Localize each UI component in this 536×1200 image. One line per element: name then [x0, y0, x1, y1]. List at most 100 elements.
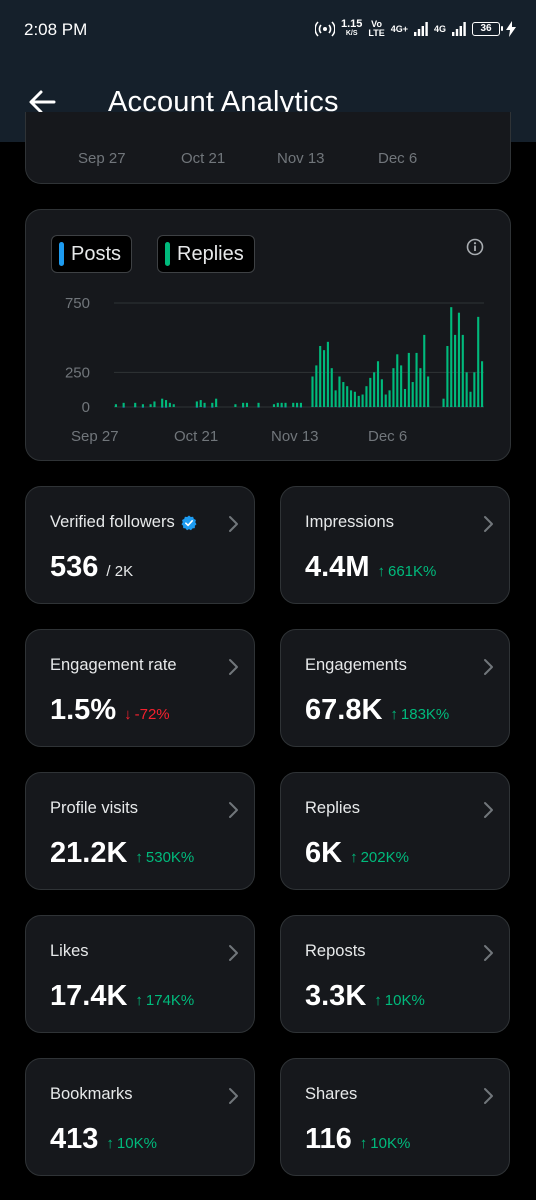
stat-label-text: Likes [50, 942, 89, 960]
status-time: 2:08 PM [24, 20, 88, 39]
x-tick-label: Oct 21 [174, 428, 218, 445]
volte-indicator: Vo LTE [368, 19, 385, 38]
chevron-right-icon [229, 945, 238, 961]
stat-card-replies[interactable]: Replies 6K ↑ 202K% [280, 772, 510, 890]
bar-replies [392, 368, 395, 407]
stat-card-engagement-rate[interactable]: Engagement rate 1.5% ↓ -72% [25, 629, 255, 747]
chevron-right-icon [484, 516, 493, 532]
stat-value-number: 3.3K [305, 980, 367, 1012]
bar-replies [326, 341, 329, 407]
stat-card-likes[interactable]: Likes 17.4K ↑ 174K% [25, 915, 255, 1033]
bar-posts [203, 406, 206, 408]
stat-label-text: Verified followers [50, 513, 175, 531]
stat-label: Bookmarks [50, 1085, 133, 1104]
bar-replies [296, 402, 299, 407]
bar-replies [322, 350, 326, 407]
bar-replies [361, 394, 364, 407]
bar-replies [334, 390, 337, 407]
stat-extra-text: 10K% [384, 992, 425, 1009]
bar-replies [346, 386, 349, 407]
stat-change: ↑ 10K% [106, 1135, 157, 1152]
trend-up-icon: ↑ [135, 849, 143, 866]
back-arrow-icon [29, 90, 56, 114]
stat-label: Engagement rate [50, 656, 177, 675]
stat-change: ↑ 10K% [374, 992, 425, 1009]
stat-extra-text: 10K% [116, 1135, 157, 1152]
trend-up-icon: ↑ [106, 1135, 114, 1152]
chevron-right-icon [484, 1088, 493, 1104]
bar-replies [388, 390, 391, 407]
bar-replies [284, 402, 287, 407]
stat-extra-text: 174K% [145, 992, 195, 1009]
stat-total: / 2K [106, 563, 133, 580]
x-tick-label: Dec 6 [368, 428, 407, 445]
stat-value-number: 67.8K [305, 694, 383, 726]
bar-replies [461, 334, 464, 407]
activity-chart: 750 250 0 Sep 27 Oct 21 Nov 13 Dec 6 [65, 295, 484, 445]
stat-label-text: Shares [305, 1085, 358, 1103]
bar-posts [211, 406, 214, 408]
bar-replies [373, 372, 376, 407]
stat-label-text: Reposts [305, 942, 366, 960]
bar-posts [195, 406, 198, 408]
bar-replies [292, 402, 295, 407]
bar-replies [164, 400, 168, 407]
bar-replies [215, 398, 218, 407]
bar-replies [403, 388, 407, 407]
top-axis-label: Nov 13 [277, 150, 325, 167]
stat-card-shares[interactable]: Shares 116 ↑ 10K% [280, 1058, 510, 1176]
bar-replies [134, 402, 137, 407]
stat-extra-text: 661K% [387, 563, 437, 580]
stat-extra-text: -72% [134, 706, 170, 723]
chevron-right-icon [229, 659, 238, 675]
stat-label: Likes [50, 942, 89, 961]
bar-replies [141, 404, 144, 407]
bar-replies [234, 404, 237, 407]
trend-down-icon: ↓ [124, 706, 132, 723]
stat-value-number: 4.4M [305, 551, 370, 583]
stat-value-number: 17.4K [50, 980, 128, 1012]
date-range-card: Sep 27 Oct 21 Nov 13 Dec 6 [25, 112, 511, 184]
stat-change: ↑ 183K% [390, 706, 449, 723]
trend-up-icon: ↑ [377, 563, 385, 580]
bar-replies [446, 345, 449, 407]
stat-label-text: Replies [305, 799, 361, 817]
bar-replies [365, 386, 368, 407]
stat-value-number: 1.5% [50, 694, 117, 726]
stat-extra-text: / 2K [106, 563, 134, 580]
stat-value-number: 21.2K [50, 837, 128, 869]
bar-replies [473, 372, 476, 407]
stat-label-text: Bookmarks [50, 1085, 133, 1103]
bar-replies [114, 404, 117, 407]
bar-replies [454, 334, 457, 407]
stat-extra-text: 530K% [145, 849, 195, 866]
stat-card-verified-followers[interactable]: Verified followers 536 / 2K [25, 486, 255, 604]
info-icon[interactable] [466, 238, 484, 256]
stat-label-text: Impressions [305, 513, 394, 531]
stat-card-reposts[interactable]: Reposts 3.3K ↑ 10K% [280, 915, 510, 1033]
bar-replies [427, 376, 430, 407]
stat-card-impressions[interactable]: Impressions 4.4M ↑ 661K% [280, 486, 510, 604]
bar-replies [242, 402, 245, 407]
stat-card-engagements[interactable]: Engagements 67.8K ↑ 183K% [280, 629, 510, 747]
back-button[interactable] [24, 84, 60, 120]
stat-value: 1.5% ↓ -72% [50, 694, 170, 727]
legend-posts-toggle[interactable]: Posts [51, 235, 133, 273]
legend-replies-label: Replies [177, 242, 244, 265]
bar-posts [164, 406, 168, 408]
bar-replies [330, 368, 333, 407]
status-bar: 2:08 PM 1.15 K/S Vo LTE 4G+ 4G 36 [0, 0, 536, 60]
bar-replies [419, 368, 422, 407]
bar-replies [342, 382, 345, 407]
stat-card-bookmarks[interactable]: Bookmarks 413 ↑ 10K% [25, 1058, 255, 1176]
stat-card-profile-visits[interactable]: Profile visits 21.2K ↑ 530K% [25, 772, 255, 890]
bar-replies [369, 377, 372, 407]
bar-replies [457, 312, 461, 407]
bar-replies [411, 382, 414, 407]
stat-value: 6K ↑ 202K% [305, 837, 409, 870]
legend-replies-toggle[interactable]: Replies [157, 235, 255, 273]
bar-replies [272, 404, 276, 407]
stat-label: Replies [305, 799, 360, 818]
battery-icon: 36 [472, 22, 503, 36]
hotspot-icon [314, 21, 335, 37]
